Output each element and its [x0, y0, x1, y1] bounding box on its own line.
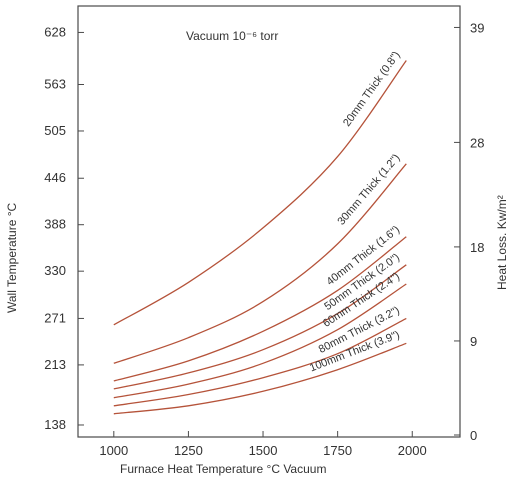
series-lines: 20mm Thick (0.8")30mm Thick (1.2")40mm T…: [113, 49, 407, 415]
vacuum-annotation: Vacuum 10⁻⁶ torr: [186, 29, 278, 43]
right-axis-ticks: 0 9 18 28 39: [454, 20, 484, 443]
series-label: 20mm Thick (0.8"): [341, 49, 403, 129]
series-label: 30mm Thick (1.2"): [335, 152, 402, 228]
left-tick-label: 271: [44, 310, 66, 325]
series-line: [113, 283, 407, 399]
x-tick-label: 1000: [99, 443, 128, 458]
x-tick-label: 2000: [398, 443, 427, 458]
right-tick-label: 28: [470, 135, 484, 150]
x-tick-label: 1500: [249, 443, 278, 458]
x-axis-ticks: 1000 1250 1500 1750 2000: [99, 431, 427, 458]
series-line: [113, 317, 407, 407]
left-tick-label: 505: [44, 123, 66, 138]
x-tick-label: 1250: [174, 443, 203, 458]
left-tick-label: 628: [44, 24, 66, 39]
plot-frame: [77, 5, 461, 438]
x-tick-label: 1750: [323, 443, 352, 458]
left-tick-label: 138: [44, 417, 66, 432]
right-tick-label: 0: [470, 428, 477, 443]
x-axis-title: Furnace Heat Temperature °C Vacuum: [120, 462, 326, 476]
left-axis-title: Wall Temperature °C: [5, 202, 19, 313]
series-line: [113, 60, 407, 326]
left-tick-label: 388: [44, 217, 66, 232]
left-tick-label: 213: [44, 357, 66, 372]
right-tick-label: 9: [470, 334, 477, 349]
series-line: [113, 264, 407, 390]
left-axis-ticks: 138 213 271 330 388 446 505 563 628: [44, 24, 84, 432]
left-tick-label: 563: [44, 77, 66, 92]
right-axis-title: Heat Loss. Kw/m²: [495, 195, 509, 290]
right-tick-label: 39: [470, 20, 484, 35]
left-tick-label: 330: [44, 263, 66, 278]
series-line: [113, 236, 407, 382]
series-line: [113, 163, 407, 364]
series-line: [113, 342, 407, 415]
right-tick-label: 18: [470, 240, 484, 255]
left-tick-label: 446: [44, 170, 66, 185]
